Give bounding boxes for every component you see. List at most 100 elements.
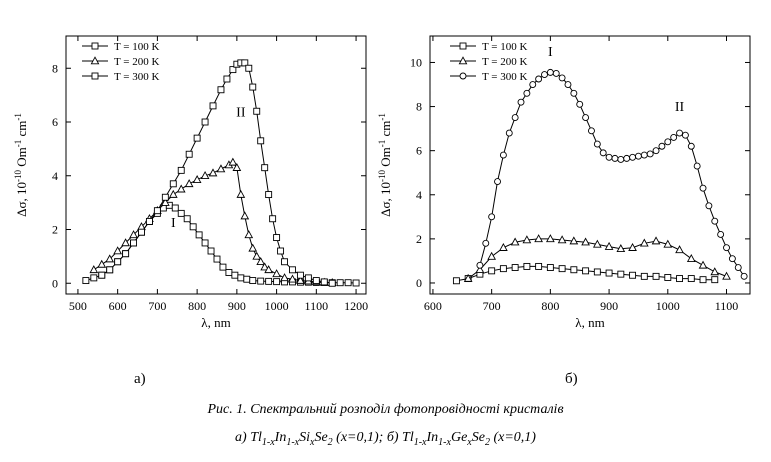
data-point bbox=[499, 151, 507, 159]
data-point bbox=[97, 259, 107, 268]
x-tick-label: 900 bbox=[228, 299, 246, 313]
x-axis-label: λ, nm bbox=[201, 315, 230, 330]
data-point bbox=[296, 275, 305, 284]
data-point bbox=[693, 162, 701, 170]
plot-frame bbox=[429, 35, 751, 295]
data-point bbox=[252, 251, 262, 260]
data-point bbox=[114, 258, 122, 266]
data-point bbox=[699, 184, 707, 192]
data-point bbox=[522, 235, 532, 244]
data-point bbox=[328, 279, 336, 287]
legend-marker bbox=[90, 56, 100, 65]
data-point bbox=[639, 238, 649, 247]
data-point bbox=[541, 71, 548, 79]
data-point bbox=[185, 150, 193, 158]
data-point bbox=[629, 271, 637, 279]
data-point bbox=[82, 277, 90, 285]
data-point bbox=[664, 138, 672, 146]
data-point bbox=[195, 231, 203, 239]
data-point bbox=[208, 168, 218, 177]
data-point bbox=[634, 152, 642, 160]
caption-sub: 1-x bbox=[286, 436, 300, 448]
data-point bbox=[168, 189, 178, 198]
data-point bbox=[209, 102, 217, 110]
data-point bbox=[710, 267, 720, 276]
data-point bbox=[475, 265, 485, 273]
data-point bbox=[122, 250, 130, 258]
data-point bbox=[570, 89, 578, 97]
data-point bbox=[452, 277, 460, 285]
data-point bbox=[105, 254, 115, 263]
data-point bbox=[176, 184, 186, 193]
data-point bbox=[336, 279, 344, 287]
data-point bbox=[722, 271, 731, 280]
data-point bbox=[564, 81, 572, 88]
data-point bbox=[217, 86, 225, 94]
figure-caption-line1: Рис. 1. Спектральний розподіл фотопровід… bbox=[0, 402, 771, 418]
x-tick-label: 600 bbox=[424, 299, 442, 313]
y-tick-label: 0 bbox=[416, 276, 422, 290]
data-point bbox=[237, 274, 245, 282]
data-point bbox=[225, 269, 233, 276]
data-point bbox=[523, 262, 531, 270]
data-point bbox=[686, 253, 696, 262]
data-point bbox=[153, 207, 161, 215]
legend-label: T = 300 K bbox=[482, 71, 527, 83]
data-point bbox=[129, 230, 138, 239]
data-point bbox=[160, 197, 170, 206]
data-point bbox=[676, 129, 683, 137]
data-point bbox=[229, 66, 237, 74]
legend-marker bbox=[458, 56, 468, 65]
data-point bbox=[676, 275, 683, 283]
data-point bbox=[505, 129, 513, 137]
caption-part: Si bbox=[299, 430, 310, 445]
data-point bbox=[711, 217, 719, 225]
x-tick-label: 700 bbox=[483, 299, 501, 313]
data-point bbox=[717, 231, 725, 238]
y-tick-label: 6 bbox=[416, 144, 422, 158]
data-point bbox=[581, 237, 590, 246]
data-point bbox=[145, 217, 153, 225]
data-point bbox=[698, 260, 708, 269]
data-point bbox=[312, 277, 320, 285]
data-point bbox=[200, 171, 210, 180]
data-point bbox=[177, 209, 185, 217]
data-point bbox=[201, 239, 209, 247]
data-point bbox=[604, 241, 614, 250]
x-tick-label: 900 bbox=[600, 299, 618, 313]
data-point bbox=[171, 204, 179, 212]
data-point bbox=[663, 239, 673, 248]
data-point bbox=[243, 275, 251, 283]
curve-annotation: II bbox=[675, 100, 685, 115]
data-point bbox=[723, 244, 730, 252]
data-point bbox=[652, 147, 660, 155]
caption-line1: Рис. 1. Спектральний розподіл фотопровід… bbox=[207, 402, 564, 417]
x-tick-label: 1100 bbox=[715, 299, 739, 313]
series-2 bbox=[89, 157, 337, 286]
x-tick-label: 800 bbox=[541, 299, 559, 313]
panel-label-b: б) bbox=[565, 371, 578, 387]
caption-part: б) Tl bbox=[386, 430, 414, 445]
data-point bbox=[184, 179, 194, 188]
data-point bbox=[557, 235, 567, 244]
data-point bbox=[535, 262, 543, 270]
data-point bbox=[219, 263, 227, 271]
data-point bbox=[511, 264, 519, 271]
data-point bbox=[183, 215, 191, 223]
data-point bbox=[640, 151, 648, 159]
caption-part: Se bbox=[471, 430, 485, 445]
caption-sub: x bbox=[310, 436, 315, 448]
data-point bbox=[228, 157, 238, 166]
x-tick-label: 1000 bbox=[265, 299, 289, 313]
curve-annotation: I bbox=[171, 216, 176, 231]
data-point bbox=[257, 137, 265, 145]
data-point bbox=[249, 277, 257, 285]
data-point bbox=[552, 70, 560, 77]
data-point bbox=[705, 202, 713, 210]
data-point bbox=[664, 274, 672, 281]
data-point bbox=[288, 274, 297, 283]
caption-part: (x=0,1) bbox=[489, 430, 536, 445]
caption-sub: 1-x bbox=[261, 436, 275, 448]
caption-sub: x bbox=[467, 436, 472, 448]
data-point bbox=[510, 237, 520, 246]
